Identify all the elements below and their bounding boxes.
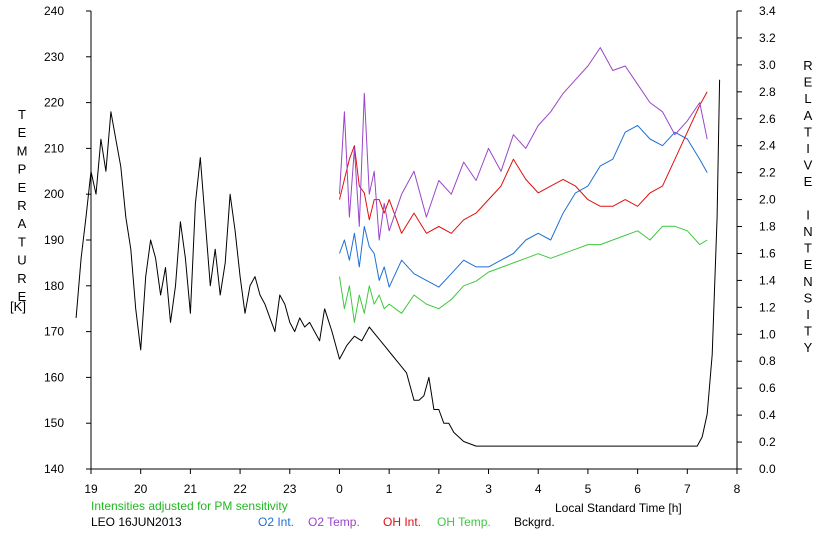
right-tick-label: 3.2 bbox=[759, 31, 776, 45]
x-tick-label: 23 bbox=[283, 482, 297, 496]
right-tick-label: 0.8 bbox=[759, 354, 776, 368]
left-tick-label: 150 bbox=[44, 416, 64, 430]
x-tick-label: 5 bbox=[585, 482, 592, 496]
legend-entry: O2 Int. bbox=[258, 515, 294, 529]
right-label-letter: L bbox=[804, 91, 811, 106]
left-axis-unit: [K] bbox=[10, 299, 26, 314]
right-tick-label: 1.2 bbox=[759, 300, 776, 314]
right-tick-label: 2.0 bbox=[759, 193, 776, 207]
left-tick-label: 240 bbox=[44, 4, 64, 18]
right-tick-label: 1.8 bbox=[759, 220, 776, 234]
right-tick-label: 2.6 bbox=[759, 112, 776, 126]
x-tick-label: 20 bbox=[134, 482, 148, 496]
right-label-letter: T bbox=[804, 124, 812, 139]
legend-entry: OH Int. bbox=[383, 515, 421, 529]
x-tick-label: 21 bbox=[184, 482, 198, 496]
left-tick-label: 210 bbox=[44, 141, 64, 155]
left-tick-label: 180 bbox=[44, 279, 64, 293]
legend-entry: Bckgrd. bbox=[514, 515, 555, 529]
left-label-letter: R bbox=[17, 198, 26, 213]
right-label-letter: I bbox=[806, 307, 810, 322]
series-oh-int-line bbox=[339, 91, 708, 234]
right-label-letter: E bbox=[804, 174, 813, 189]
legend: LEO 16JUN2013 O2 Int. O2 Temp. OH Int. OH Te… bbox=[91, 515, 555, 529]
left-tick-label: 160 bbox=[44, 370, 64, 384]
left-label-letter: U bbox=[17, 253, 26, 268]
x-tick-label: 6 bbox=[634, 482, 641, 496]
x-tick-label: 3 bbox=[485, 482, 492, 496]
right-label-letter: R bbox=[803, 58, 812, 73]
right-label-letter: Y bbox=[804, 340, 813, 355]
left-tick-label: 190 bbox=[44, 233, 64, 247]
right-tick-label: 0.2 bbox=[759, 435, 776, 449]
right-tick-label: 2.4 bbox=[759, 139, 776, 153]
left-label-letter: E bbox=[18, 180, 27, 195]
left-tick-label: 170 bbox=[44, 325, 64, 339]
right-label-letter: N bbox=[803, 224, 812, 239]
right-label-letter: E bbox=[804, 257, 813, 272]
note-text: Intensities adjusted for PM sensitivity bbox=[91, 499, 288, 513]
x-tick-label: 22 bbox=[233, 482, 247, 496]
left-label-letter: T bbox=[18, 107, 26, 122]
right-label-letter: A bbox=[804, 108, 813, 123]
series-o2-temp-line bbox=[339, 47, 708, 241]
x-tick-label: 19 bbox=[84, 482, 98, 496]
legend-entry: OH Temp. bbox=[437, 515, 491, 529]
series-oh-temp-line bbox=[339, 225, 708, 323]
right-tick-label: 3.0 bbox=[759, 58, 776, 72]
left-tick-label: 230 bbox=[44, 50, 64, 64]
series-evening-temperature-line bbox=[75, 111, 326, 351]
series-o2-int-line bbox=[339, 125, 708, 288]
left-label-letter: E bbox=[18, 125, 27, 140]
right-label-letter: S bbox=[804, 290, 813, 305]
left-label-letter: E bbox=[18, 289, 27, 304]
x-axis-ticks: 19 20 21 22 23 0 1 2 3 4 5 6 7 8 bbox=[84, 469, 741, 496]
right-tick-label: 1.0 bbox=[759, 327, 776, 341]
right-label-letter: V bbox=[804, 158, 813, 173]
right-tick-label: 2.2 bbox=[759, 166, 776, 180]
legend-entry: LEO 16JUN2013 bbox=[91, 515, 182, 529]
left-tick-label: 140 bbox=[44, 462, 64, 476]
right-label-letter: E bbox=[804, 75, 813, 90]
x-tick-label: 4 bbox=[535, 482, 542, 496]
right-tick-label: 0.0 bbox=[759, 462, 776, 476]
right-tick-label: 0.4 bbox=[759, 408, 776, 422]
left-label-letter: R bbox=[17, 271, 26, 286]
right-label-letter: I bbox=[806, 141, 810, 156]
right-label-letter: T bbox=[804, 241, 812, 256]
x-tick-label: 0 bbox=[336, 482, 343, 496]
right-label-letter: T bbox=[804, 324, 812, 339]
right-tick-label: 2.8 bbox=[759, 85, 776, 99]
left-label-letter: M bbox=[17, 143, 28, 158]
x-axis-label: Local Standard Time [h] bbox=[555, 501, 682, 515]
left-label-letter: T bbox=[18, 234, 26, 249]
right-axis-ticks: 0.0 0.2 0.4 0.6 0.8 1.0 1.2 1.4 1.6 1.8 2.0 2.2 2.4 2… bbox=[737, 4, 776, 476]
left-label-letter: P bbox=[18, 162, 27, 177]
right-tick-label: 3.4 bbox=[759, 4, 776, 18]
x-tick-label: 7 bbox=[684, 482, 691, 496]
x-tick-label: 1 bbox=[386, 482, 393, 496]
series-bckgrd-line bbox=[324, 79, 721, 447]
left-tick-label: 200 bbox=[44, 187, 64, 201]
right-tick-label: 0.6 bbox=[759, 381, 776, 395]
left-tick-label: 220 bbox=[44, 96, 64, 110]
left-axis-ticks: 140 150 160 170 180 190 200 210 220 230 240 bbox=[44, 4, 91, 476]
x-tick-label: 2 bbox=[436, 482, 443, 496]
series-layer bbox=[75, 47, 721, 447]
left-label-letter: A bbox=[18, 216, 27, 231]
right-tick-label: 1.6 bbox=[759, 246, 776, 260]
x-tick-label: 8 bbox=[734, 482, 741, 496]
right-tick-label: 1.4 bbox=[759, 273, 776, 287]
right-label-letter: N bbox=[803, 274, 812, 289]
legend-entry: O2 Temp. bbox=[308, 515, 360, 529]
right-label-letter: I bbox=[806, 207, 810, 222]
